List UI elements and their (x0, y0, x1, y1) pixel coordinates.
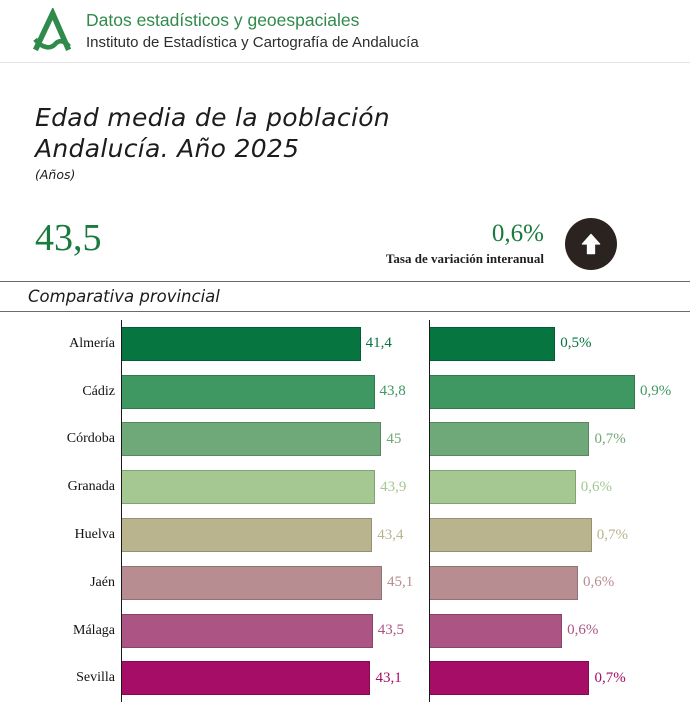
provincial-comparison-chart: Almería Cádiz Córdoba Granada Huelva Jaé… (35, 320, 690, 703)
kpi-row: 43,5 0,6% Tasa de variación interanual (0, 217, 690, 270)
age-bar (122, 518, 373, 553)
separator-line (0, 281, 690, 282)
age-value-label: 43,9 (380, 478, 407, 495)
variation-value-label: 0,6% (580, 478, 613, 495)
indicator-title-line1: Edad media de la población (35, 103, 390, 132)
main-indicator-value: 43,5 (35, 217, 102, 259)
variation-value: 0,6% (491, 220, 544, 247)
age-bar (122, 374, 375, 409)
province-label: Málaga (73, 622, 115, 638)
variation-texts: 0,6% Tasa de variación interanual (386, 218, 544, 267)
variation-value-label: 0,6% (567, 622, 599, 639)
variation-value-label: 0,9% (640, 383, 672, 400)
province-label: Granada (67, 479, 115, 495)
age-bar (122, 613, 373, 648)
age-bar (122, 565, 382, 600)
variation-bar (430, 374, 635, 409)
age-bar (122, 661, 371, 696)
variation-value-label: 0,7% (596, 526, 628, 543)
age-value-label: 45,1 (387, 574, 414, 591)
variation-bar (430, 518, 592, 553)
variation-value-label: 0,6% (583, 574, 615, 591)
variation-bar (430, 326, 556, 361)
age-bar (122, 470, 376, 505)
age-value-label: 43,8 (379, 383, 406, 400)
province-label: Almería (69, 335, 115, 351)
province-label: Sevilla (76, 670, 115, 686)
variation-block: 0,6% Tasa de variación interanual (386, 218, 617, 270)
site-header-text: Datos estadísticos y geoespaciales Insti… (86, 9, 419, 52)
indicator-unit: (Años) (35, 167, 76, 182)
age-bar (122, 326, 361, 361)
province-label: Huelva (74, 527, 115, 543)
age-value-label: 41,4 (365, 335, 392, 352)
variation-bar (430, 565, 579, 600)
variation-bar (430, 422, 590, 457)
trend-up-badge (565, 218, 617, 270)
variation-label: Tasa de variación interanual (385, 250, 544, 266)
site-subtitle: Instituto de Estadística y Cartografía d… (86, 34, 419, 52)
junta-de-andalucia-logo-icon[interactable] (30, 8, 72, 54)
province-labels-column: Almería Cádiz Córdoba Granada Huelva Jaé… (35, 320, 121, 702)
variation-value-label: 0,5% (560, 335, 592, 352)
age-bar-chart: 41,4 43,8 45 43,9 43,4 45,1 43,5 43,1 (121, 320, 413, 703)
separator-line (0, 311, 690, 312)
age-value-label: 43,4 (377, 526, 404, 543)
age-value-label: 45 (386, 430, 402, 447)
age-value-label: 43,5 (377, 622, 405, 639)
province-label: Córdoba (66, 431, 115, 447)
site-header: Datos estadísticos y geoespaciales Insti… (0, 0, 690, 63)
variation-bar (430, 470, 576, 505)
age-bar (122, 422, 382, 457)
variation-bar (430, 661, 590, 696)
variation-value-label: 0,7% (594, 430, 626, 447)
section-title: Comparativa provincial (28, 287, 220, 306)
indicator-title-line2: Andalucía. Año 2025 (35, 133, 300, 163)
province-label: Jaén (90, 574, 115, 590)
arrow-up-icon (581, 233, 601, 255)
variation-bar (430, 613, 563, 648)
indicator-title-block: Edad media de la población Andalucía. Añ… (35, 103, 690, 182)
age-value-label: 43,1 (375, 669, 402, 686)
site-title[interactable]: Datos estadísticos y geoespaciales (86, 10, 360, 31)
variation-bar-chart: 0,5% 0,9% 0,7% 0,6% 0,7% 0,6% 0,6% 0,7% (429, 320, 671, 703)
variation-value-label: 0,7% (594, 669, 626, 686)
province-label: Cádiz (82, 383, 115, 399)
